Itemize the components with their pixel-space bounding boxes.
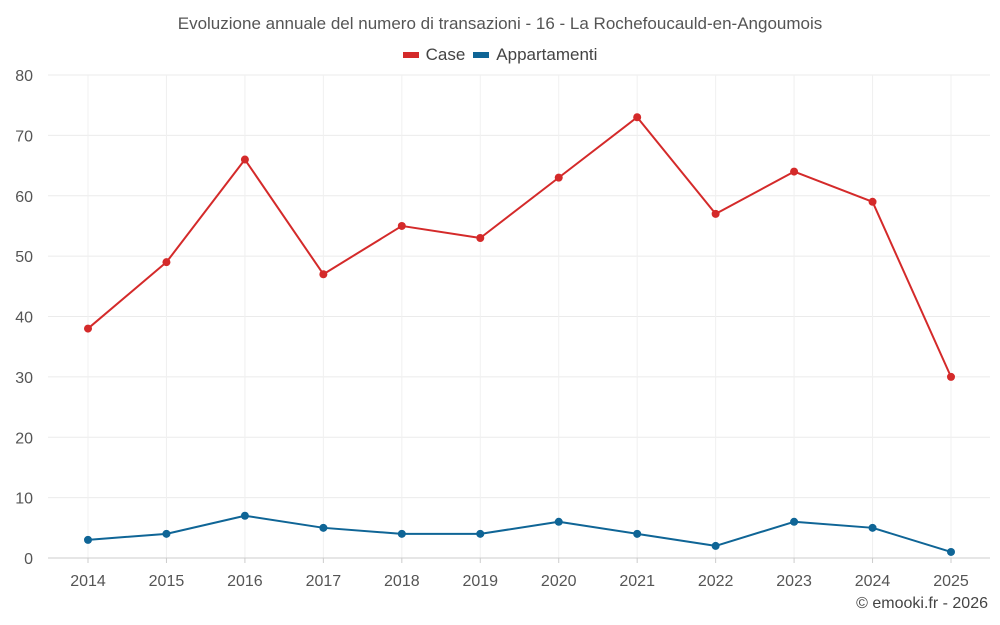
y-tick-label: 80 — [15, 68, 33, 85]
x-tick-label: 2023 — [776, 573, 812, 590]
legend-item-appartamenti[interactable]: Appartamenti — [473, 45, 597, 65]
series — [84, 113, 955, 556]
x-tick-label: 2015 — [149, 573, 185, 590]
legend-label-case: Case — [425, 45, 466, 64]
x-tick-label: 2020 — [541, 573, 577, 590]
data-point-appartamenti[interactable] — [554, 517, 563, 526]
axes: 0 10 20 30 40 50 60 70 80 2014 2015 2016 2017 2018 201… — [15, 68, 990, 590]
y-tick-label: 60 — [15, 189, 33, 206]
data-point-appartamenti[interactable] — [790, 517, 799, 526]
x-tick-label: 2016 — [227, 573, 263, 590]
series-appartamenti — [84, 511, 955, 556]
y-tick-label: 50 — [15, 249, 33, 266]
y-tick-label: 40 — [15, 310, 33, 327]
data-point-appartamenti[interactable] — [947, 547, 955, 556]
x-tick-label: 2024 — [855, 573, 891, 590]
x-tick-label: 2017 — [306, 573, 342, 590]
data-point-appartamenti[interactable] — [711, 541, 720, 550]
chart-title: Evoluzione annuale del numero di transaz… — [177, 14, 823, 33]
y-tick-label: 20 — [15, 430, 33, 447]
data-point-case[interactable] — [554, 173, 563, 182]
x-tick-label: 2025 — [933, 573, 969, 590]
series-line-case — [87, 116, 952, 378]
legend-swatch-case — [402, 52, 419, 58]
y-tick-label: 70 — [15, 128, 33, 145]
x-tick-label: 2021 — [619, 573, 655, 590]
grid — [48, 74, 990, 559]
data-point-case[interactable] — [790, 167, 799, 176]
footer-credit: © emooki.fr - 2026 — [856, 595, 988, 612]
x-tick-label: 2019 — [462, 573, 498, 590]
data-point-appartamenti[interactable] — [162, 529, 171, 538]
legend-item-case[interactable]: Case — [402, 45, 466, 65]
data-point-case[interactable] — [162, 258, 171, 267]
data-point-case[interactable] — [84, 324, 92, 333]
data-point-case[interactable] — [711, 209, 720, 218]
data-point-appartamenti[interactable] — [397, 529, 406, 538]
data-point-appartamenti[interactable] — [476, 529, 485, 538]
series-line-appartamenti — [87, 514, 952, 553]
data-point-appartamenti[interactable] — [319, 523, 328, 532]
x-tick-label: 2022 — [698, 573, 734, 590]
data-point-appartamenti[interactable] — [240, 511, 249, 520]
y-tick-label: 10 — [15, 491, 33, 508]
data-point-appartamenti[interactable] — [84, 535, 92, 544]
legend-swatch-appartamenti — [473, 52, 490, 58]
data-point-case[interactable] — [319, 270, 328, 279]
series-case — [84, 113, 955, 381]
data-point-case[interactable] — [240, 155, 249, 164]
y-tick-label: 30 — [15, 370, 33, 387]
data-point-appartamenti[interactable] — [633, 529, 642, 538]
legend-label-appartamenti: Appartamenti — [496, 45, 598, 64]
data-point-case[interactable] — [947, 372, 955, 381]
data-point-appartamenti[interactable] — [868, 523, 877, 532]
x-tick-label: 2018 — [384, 573, 420, 590]
y-tick-label: 0 — [24, 551, 33, 568]
data-point-case[interactable] — [868, 197, 877, 206]
data-point-case[interactable] — [633, 113, 642, 122]
x-tick-label: 2014 — [70, 573, 106, 590]
data-point-case[interactable] — [397, 221, 406, 230]
legend: Case Appartamenti — [0, 45, 1000, 65]
data-point-case[interactable] — [476, 234, 485, 243]
